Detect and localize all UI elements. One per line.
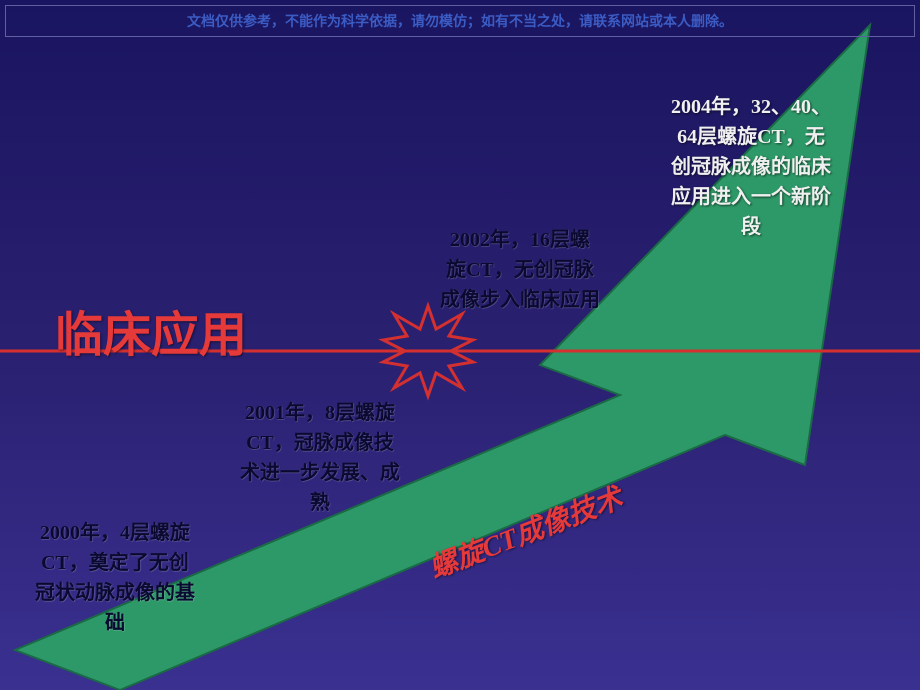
disclaimer-frame: 文档仅供参考，不能作为科学依据，请勿模仿；如有不当之处，请联系网站或本人删除。	[5, 5, 915, 37]
milestone-text: 2001年，8层螺旋CT，冠脉成像技术进一步发展、成熟	[240, 402, 400, 514]
milestone-text: 2002年，16层螺旋CT，无创冠脉成像步入临床应用	[440, 229, 600, 311]
milestone-2001: 2001年，8层螺旋CT，冠脉成像技术进一步发展、成熟	[215, 398, 425, 518]
milestone-text: 2004年，32、40、64层螺旋CT，无创冠脉成像的临床应用进入一个新阶段	[671, 96, 831, 238]
milestone-2004: 2004年，32、40、64层螺旋CT，无创冠脉成像的临床应用进入一个新阶段	[636, 92, 866, 242]
milestone-2000: 2000年，4层螺旋CT，奠定了无创冠状动脉成像的基础	[10, 518, 220, 638]
milestone-2002: 2002年，16层螺旋CT，无创冠脉成像步入临床应用	[415, 225, 625, 315]
disclaimer-text: 文档仅供参考，不能作为科学依据，请勿模仿；如有不当之处，请联系网站或本人删除。	[187, 11, 733, 31]
milestone-text: 2000年，4层螺旋CT，奠定了无创冠状动脉成像的基础	[35, 522, 195, 634]
title-label: 临床应用	[55, 295, 247, 365]
